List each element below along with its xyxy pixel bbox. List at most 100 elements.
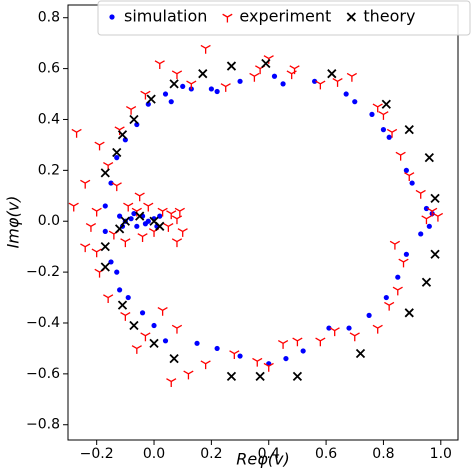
point [252,357,263,367]
point [432,212,444,222]
point [114,155,120,161]
point [142,221,149,227]
point [166,210,177,220]
x-tick-label: 0.8 [372,446,394,462]
point [68,202,79,212]
point [381,99,391,109]
point [332,78,343,87]
y-tick-label: 0.2 [38,162,60,178]
point [91,248,102,258]
point [114,224,125,234]
point [386,128,398,138]
point [102,203,108,209]
point [129,320,139,331]
point [137,233,148,242]
point [372,324,383,334]
point [120,216,130,226]
point [108,259,114,265]
point [162,338,169,344]
point [395,151,406,161]
point [349,332,360,342]
point [71,128,82,138]
point [430,193,440,203]
point [143,202,154,212]
point [117,287,123,293]
point [100,242,110,252]
point [123,202,134,212]
point [346,325,352,331]
point [220,83,231,92]
legend-marker [346,12,356,22]
point [177,228,188,237]
legend-label: experiment [239,7,331,26]
point [171,324,183,334]
point [415,189,426,199]
point [135,211,145,221]
legend-label: simulation [124,7,207,26]
legend-marker [109,14,115,20]
point [289,65,300,75]
point [300,348,306,354]
point [169,79,179,89]
point [169,353,179,364]
point [140,90,151,100]
point [329,327,340,337]
point [128,216,134,222]
point [403,167,409,173]
y-tick-label: −0.6 [26,366,60,382]
point [229,350,240,360]
point [366,312,372,318]
point [312,78,318,84]
point [395,274,401,280]
x-axis-label: Reφ(v) [236,450,289,469]
point [226,61,237,71]
point [355,348,366,359]
point [186,80,197,90]
point [80,243,91,253]
point [255,371,265,382]
point [171,215,183,225]
point [283,355,289,362]
point [263,362,274,372]
point [114,269,120,275]
point [280,81,286,87]
x-tick-label: 0.4 [258,446,280,462]
point [208,86,214,92]
point [100,262,110,272]
point [327,69,337,79]
point [214,88,220,95]
point [183,370,194,380]
point [421,215,432,225]
point [404,308,414,318]
point [198,69,208,79]
legend: simulation experiment theory [97,0,471,36]
point [117,300,128,310]
point [372,103,383,113]
point [157,207,168,217]
point [430,249,440,259]
point [166,378,177,387]
point [426,223,432,229]
point [384,301,395,311]
point [154,60,165,70]
point [404,125,414,135]
point [315,80,326,90]
y-tick-label: −0.8 [26,417,60,433]
y-axis-label: Imφ(v) [4,196,23,249]
point [292,337,303,347]
point [162,91,169,97]
point [389,240,401,250]
point [237,78,243,84]
point [134,192,145,202]
point [200,44,211,54]
point [214,345,220,352]
point [326,325,332,331]
y-tick-label: −0.4 [26,315,60,331]
y-tick-label: 0.0 [38,213,60,229]
point [261,58,271,69]
point [352,99,358,105]
point [151,322,157,329]
point [120,312,131,321]
point [117,213,123,219]
point [180,83,186,90]
